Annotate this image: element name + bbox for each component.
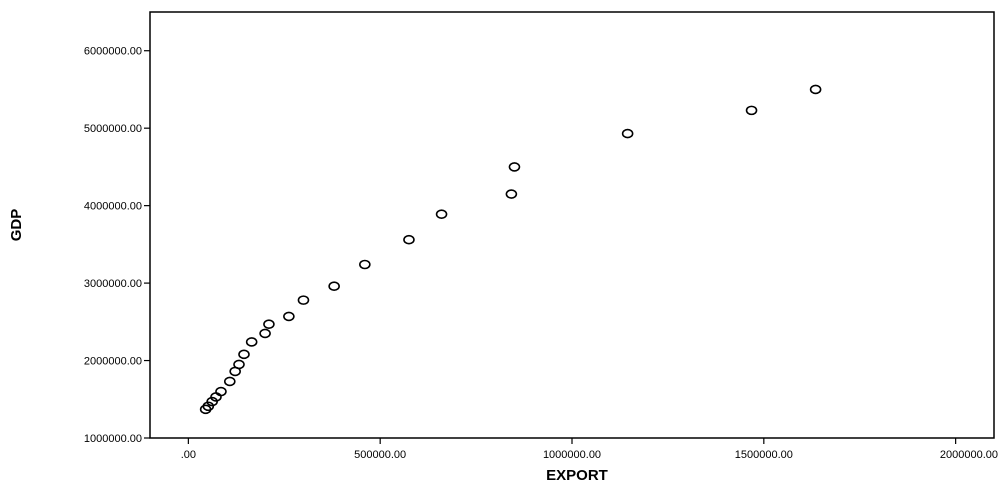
data-point: [264, 320, 274, 328]
data-point: [747, 106, 757, 114]
data-point: [239, 350, 249, 358]
data-point: [216, 388, 226, 396]
plot-frame: [150, 12, 994, 438]
data-point: [437, 210, 447, 218]
y-tick-label: 5000000.00: [84, 123, 142, 135]
data-point: [298, 296, 308, 304]
data-point: [247, 338, 257, 346]
x-tick-label: 500000.00: [354, 449, 406, 461]
data-points: [201, 85, 821, 413]
y-axis-title: GDP: [8, 209, 25, 242]
data-point: [506, 190, 516, 198]
y-tick-label: 3000000.00: [84, 278, 142, 290]
data-point: [360, 261, 370, 269]
data-point: [260, 329, 270, 337]
x-tick-label: .00: [181, 449, 196, 461]
data-point: [509, 163, 519, 171]
data-point: [404, 236, 414, 244]
y-tick-label: 1000000.00: [84, 433, 142, 445]
x-tick-label: 1000000.00: [543, 449, 601, 461]
y-tick-label: 6000000.00: [84, 46, 142, 58]
x-axis: .00 500000.00 1000000.00 1500000.00 2000000.…: [181, 438, 998, 461]
y-axis: 1000000.00 2000000.00 3000000.00 4000000.00…: [84, 46, 150, 445]
y-tick-label: 2000000.00: [84, 356, 142, 368]
data-point: [811, 85, 821, 93]
x-tick-label: 1500000.00: [735, 449, 793, 461]
y-tick-label: 4000000.00: [84, 201, 142, 213]
data-point: [225, 377, 235, 385]
x-tick-label: 2000000.00: [940, 449, 998, 461]
data-point: [234, 360, 244, 368]
x-axis-title: EXPORT: [546, 467, 608, 484]
data-point: [329, 282, 339, 290]
data-point: [284, 312, 294, 320]
data-point: [623, 130, 633, 138]
